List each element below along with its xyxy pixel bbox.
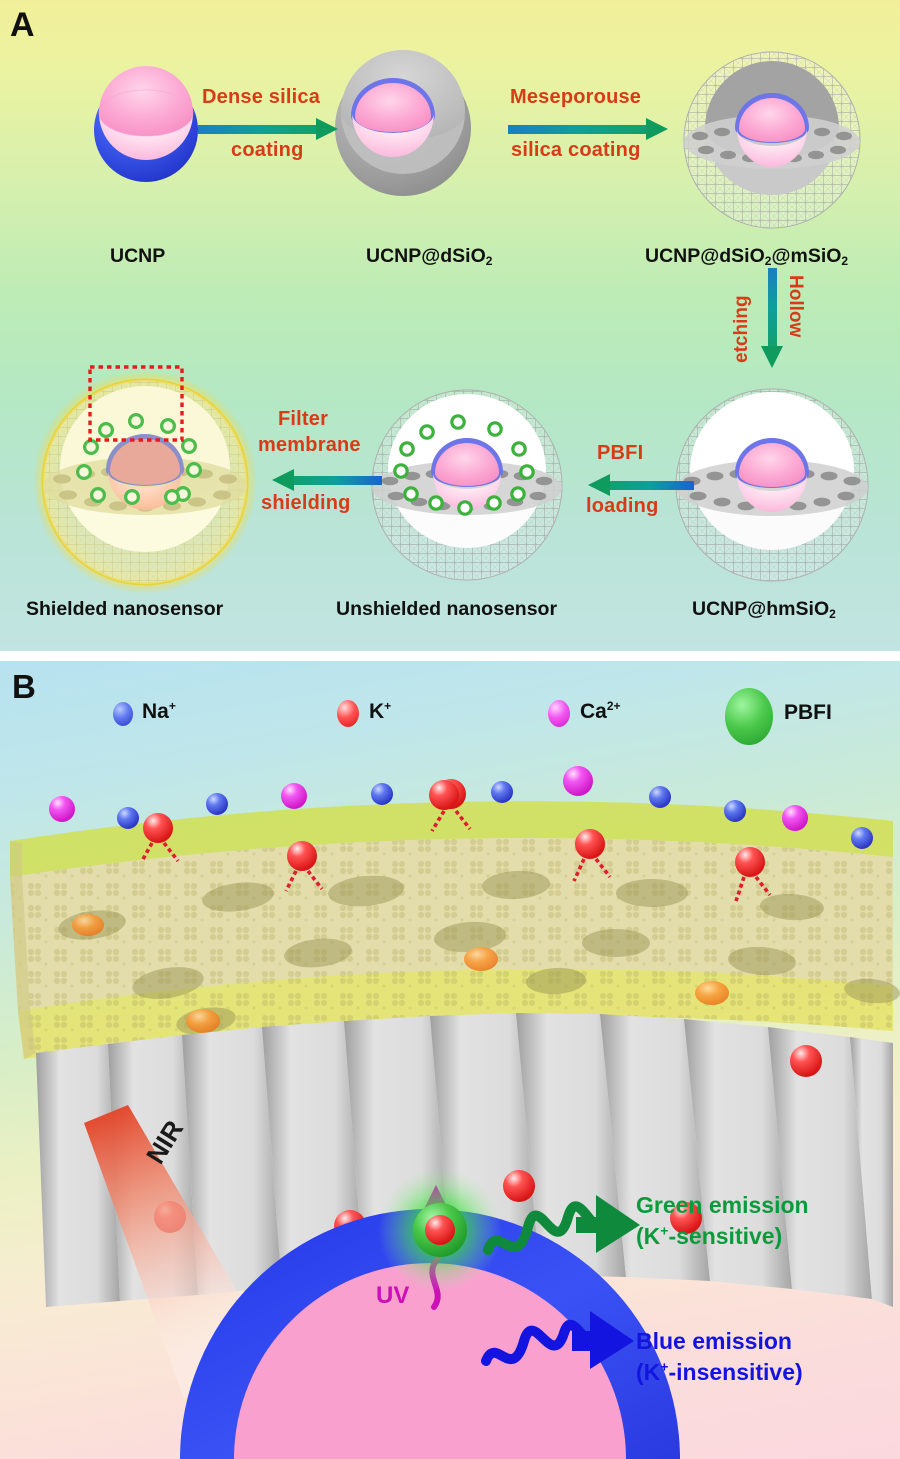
panel-b: B Na+ K+ Ca2+ PBFI NIR UV Green emission… <box>0 661 900 1459</box>
caption-dsio2-sub: 2 <box>485 254 493 268</box>
caption-ucnp-dsio2: UCNP@dSiO2 <box>366 245 492 268</box>
legend-ca-label: Ca2+ <box>580 699 621 724</box>
blue-emission-line-2: (K+-insensitive) <box>636 1357 803 1388</box>
arrow-dense-silica-label-1: Dense silica <box>202 86 321 108</box>
legend-ca-marker <box>548 700 570 727</box>
mesoporous-channels <box>36 1013 893 1307</box>
caption-ucnp: UCNP <box>110 245 166 267</box>
green-emission-label: Green emission (K+-sensitive) <box>636 1190 809 1252</box>
nir-label: NIR <box>140 1115 190 1169</box>
caption-ucnp-hmsio2: UCNP@hmSiO2 <box>692 598 836 621</box>
pbfi-rings-shielded <box>75 413 203 506</box>
caption-dm-text-b: @mSiO <box>771 245 842 267</box>
panel-a: A <box>0 0 900 651</box>
uv-arrow-head <box>422 1185 450 1213</box>
legend-k-label: K+ <box>369 699 391 724</box>
blue-emission-sup: + <box>660 1358 669 1375</box>
legend-ca-sup: 2+ <box>606 699 621 713</box>
blue-emission-suffix: -insensitive) <box>668 1359 803 1386</box>
green-emission-sup: + <box>660 1222 669 1239</box>
panel-b-letter: B <box>12 668 36 705</box>
legend-pbfi-label: PBFI <box>784 701 832 724</box>
ions-outside-membrane <box>49 766 873 849</box>
arrow-filter-label-2: membrane <box>258 434 361 456</box>
filter-membrane-slab <box>10 801 900 1088</box>
arrow-etching-label: etching <box>731 295 752 363</box>
arrow-dense-silica-coating <box>198 118 338 140</box>
caption-hm-sub: 2 <box>829 607 836 621</box>
caption-dm-sub-1: 2 <box>764 254 772 268</box>
caption-shielded-nanosensor: Shielded nanosensor <box>26 598 224 620</box>
k-ions-in-membrane <box>143 813 765 877</box>
blue-emission-label: Blue emission (K+-insensitive) <box>636 1326 803 1388</box>
blue-emission-wave <box>481 1311 634 1369</box>
caption-ucnp-dsio2-msio2: UCNP@dSiO2@mSiO2 <box>645 245 848 268</box>
caption-hm-text: UCNP@hmSiO <box>692 598 830 620</box>
particle-shielded-nanosensor <box>33 365 257 594</box>
panel-a-letter: A <box>10 6 35 44</box>
green-emission-line-1: Green emission <box>636 1192 809 1218</box>
k-ions-blocked <box>140 809 772 902</box>
arrow-pbfi-loading <box>588 474 694 496</box>
uv-excitation-arrow <box>429 1212 443 1310</box>
arrow-filter-membrane-shielding <box>272 469 382 491</box>
particle-ucnp-hmsio2 <box>675 388 869 582</box>
particle-ucnp-dsio2-msio2 <box>683 51 861 229</box>
arrow-hollow-label: Hollow <box>785 275 806 338</box>
legend-na-text: Na <box>142 700 169 723</box>
blue-emission-prefix: (K <box>636 1359 661 1386</box>
legend-ca-text: Ca <box>580 700 607 723</box>
blue-emission-line-1: Blue emission <box>636 1328 792 1354</box>
arrow-filter-label-3: shielding <box>261 492 351 514</box>
legend-na-label: Na+ <box>142 699 176 724</box>
green-emission-prefix: (K <box>636 1223 661 1250</box>
arrow-mesoporous-label-1: Meseporouse <box>510 86 642 108</box>
emitting-nanoparticle <box>378 1168 502 1292</box>
legend-k-marker <box>337 700 359 727</box>
arrow-pbfi-label-2: loading <box>586 495 659 517</box>
caption-unshielded-nanosensor: Unshielded nanosensor <box>336 598 558 620</box>
arrow-mesoporous-label-2: silica coating <box>511 139 641 161</box>
uv-label: UV <box>376 1282 410 1309</box>
green-emission-suffix: -sensitive) <box>668 1223 783 1250</box>
particle-ucnp-dsio2 <box>335 50 471 196</box>
arrow-etching-hollow <box>761 268 783 368</box>
legend-k-text: K <box>369 700 385 723</box>
legend-na-marker <box>113 702 133 726</box>
zoom-region-box <box>88 365 184 442</box>
arrow-mesoporous-coating <box>508 118 668 140</box>
caption-dm-text-a: UCNP@dSiO <box>645 245 765 267</box>
green-emission-line-2: (K+-sensitive) <box>636 1221 809 1252</box>
pbfi-rings <box>393 414 535 516</box>
bottom-ucnp-sphere <box>180 1209 680 1459</box>
caption-dm-sub-2: 2 <box>841 254 849 268</box>
arrow-pbfi-label-1: PBFI <box>597 442 644 464</box>
arrow-dense-silica-label-2: coating <box>231 139 304 161</box>
legend-na-sup: + <box>168 699 176 713</box>
particle-unshielded-nanosensor <box>371 389 563 581</box>
caption-dsio2-text: UCNP@dSiO <box>366 245 486 267</box>
particle-ucnp <box>94 66 198 182</box>
green-emission-wave <box>483 1195 640 1255</box>
membrane-trapped-species <box>72 914 842 1088</box>
arrow-filter-label-1: Filter <box>278 408 329 430</box>
legend-k-sup: + <box>384 699 392 713</box>
legend-pbfi-marker <box>725 688 773 745</box>
